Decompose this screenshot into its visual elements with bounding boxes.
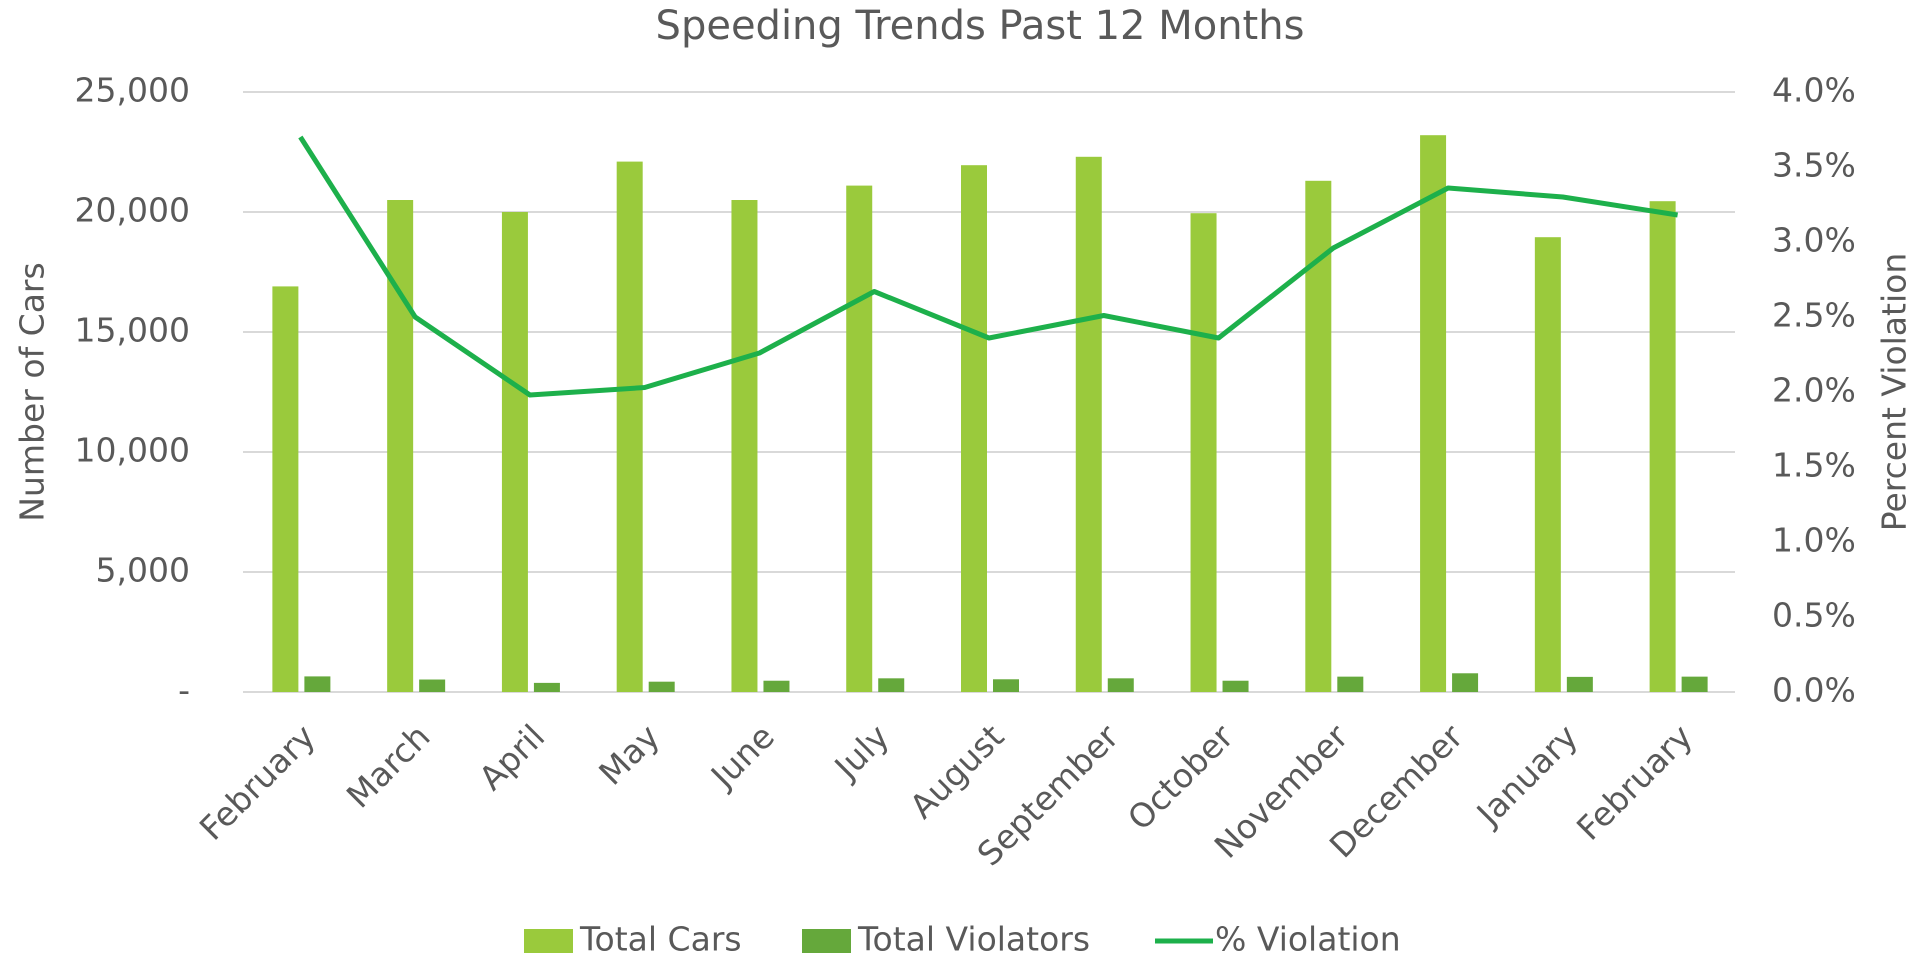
legend-label: Total Violators [857, 920, 1090, 959]
bar [1681, 676, 1708, 692]
y2-tick-label: 1.5% [1772, 446, 1856, 485]
y-tick-label: 25,000 [75, 71, 190, 110]
x-tick-label: February [1569, 717, 1700, 848]
y2-axis-title: Percent Violation [1875, 253, 1914, 531]
bar [533, 682, 560, 692]
bar [1337, 676, 1364, 692]
bar [501, 212, 528, 692]
bar [1420, 135, 1447, 692]
legend-swatch [524, 929, 573, 953]
bar [304, 676, 331, 692]
bar [878, 678, 905, 692]
bar [1649, 201, 1676, 692]
bar [616, 161, 643, 693]
y-axis-title: Number of Cars [13, 262, 52, 521]
y2-tick-label: 0.5% [1772, 596, 1856, 635]
y-tick-label: - [178, 671, 190, 710]
y2-tick-label: 3.0% [1772, 221, 1856, 260]
x-tick-label: April [471, 717, 552, 798]
bar [1222, 680, 1249, 692]
bar [1190, 213, 1217, 692]
legend-label: Total Cars [579, 920, 742, 959]
y2-tick-label: 4.0% [1772, 71, 1856, 110]
bar [1534, 237, 1561, 692]
bar [846, 185, 873, 692]
bar [1452, 673, 1479, 692]
y-tick-label: 5,000 [96, 551, 190, 590]
bar [387, 200, 414, 692]
x-tick-label: October [1120, 717, 1241, 838]
x-tick-label: May [591, 717, 667, 793]
bar [1075, 156, 1102, 693]
bar [993, 679, 1019, 692]
x-tick-label: June [702, 717, 782, 797]
x-tick-label: August [902, 717, 1011, 826]
x-tick-label: January [1468, 717, 1585, 834]
y2-tick-label: 2.0% [1772, 371, 1856, 410]
chart-title: Speeding Trends Past 12 Months [656, 3, 1305, 49]
bar [763, 680, 790, 692]
y2-tick-label: 2.5% [1772, 296, 1856, 335]
y2-tick-label: 3.5% [1772, 146, 1856, 185]
y2-tick-label: 1.0% [1772, 521, 1856, 560]
bar [1107, 678, 1134, 692]
y-tick-label: 20,000 [75, 191, 190, 230]
bar [961, 165, 987, 692]
y-tick-label: 10,000 [75, 431, 190, 470]
x-tick-label: February [192, 717, 323, 848]
bar [1566, 676, 1593, 692]
line [298, 135, 1679, 398]
bar [648, 681, 675, 692]
bar [419, 679, 446, 692]
x-tick-label: March [339, 717, 438, 816]
bar [272, 286, 299, 692]
y2-tick-label: 0.0% [1772, 671, 1856, 710]
bar [731, 200, 758, 692]
y-tick-label: 15,000 [75, 311, 190, 350]
legend-label: % Violation [1215, 920, 1401, 959]
legend-swatch [802, 929, 851, 953]
x-tick-label: July [826, 717, 897, 788]
